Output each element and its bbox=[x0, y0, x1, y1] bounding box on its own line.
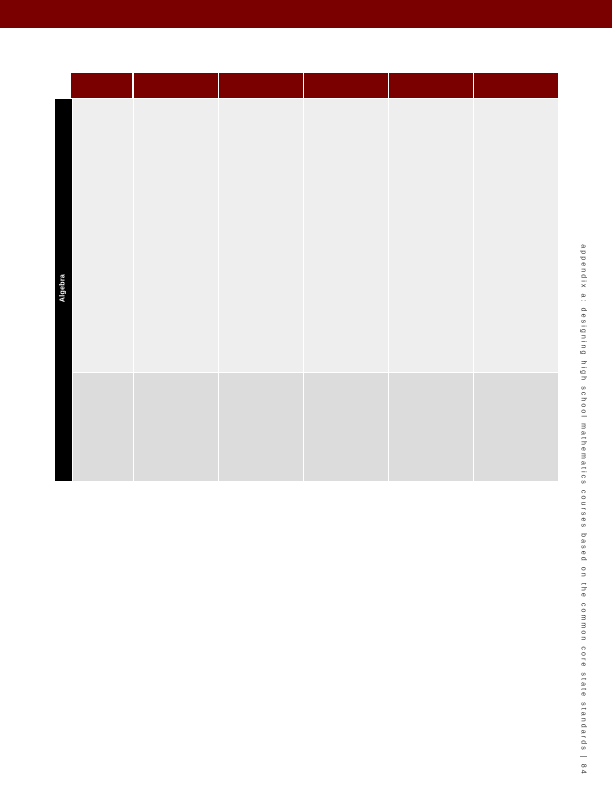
table-cell bbox=[219, 99, 303, 372]
table-header-cell bbox=[134, 73, 218, 98]
table-header-row bbox=[71, 73, 558, 98]
table-cell bbox=[304, 99, 388, 372]
table-cell bbox=[304, 373, 388, 481]
table-cell bbox=[219, 373, 303, 481]
top-color-band bbox=[0, 0, 612, 28]
page-number: 84 bbox=[579, 763, 587, 776]
table-header-cell bbox=[219, 73, 303, 98]
table-header-cell bbox=[304, 73, 388, 98]
table-cell bbox=[134, 373, 218, 481]
table-header-cell bbox=[474, 73, 558, 98]
separator: | bbox=[579, 755, 587, 760]
running-footer: appendix a: designing high school mathem… bbox=[580, 244, 587, 775]
running-title: appendix a: designing high school mathem… bbox=[579, 244, 587, 752]
table-cell bbox=[474, 99, 558, 372]
domain-band bbox=[55, 99, 72, 481]
table-cell bbox=[73, 99, 133, 372]
table-cell bbox=[134, 99, 218, 372]
table-cell bbox=[474, 373, 558, 481]
domain-label: Algebra bbox=[59, 273, 67, 303]
table-cell bbox=[389, 373, 473, 481]
table-cell bbox=[389, 99, 473, 372]
table-header-cell bbox=[389, 73, 473, 98]
table-cell bbox=[73, 373, 133, 481]
table-header-cell bbox=[71, 73, 132, 98]
